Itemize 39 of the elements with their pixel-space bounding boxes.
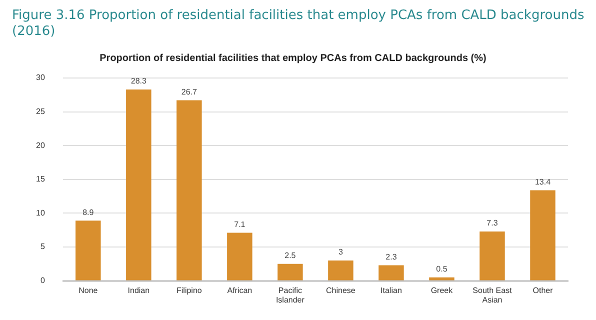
bar: [176, 100, 202, 280]
bar: [278, 264, 303, 280]
bar: [429, 277, 454, 280]
x-tick-label: Other: [532, 286, 554, 295]
bar: [378, 265, 404, 280]
data-label: 7.1: [234, 220, 246, 230]
x-tick-label: Chinese: [326, 286, 356, 295]
y-tick-label: 20: [36, 140, 46, 150]
y-tick-label: 30: [36, 73, 46, 82]
data-label: 28.3: [130, 76, 147, 86]
bar: [227, 232, 252, 280]
x-tick-label: None: [78, 286, 98, 295]
bar: [480, 231, 505, 280]
bar: [530, 190, 556, 280]
y-tick-label: 15: [36, 174, 46, 184]
x-tick-label: Greek: [430, 286, 454, 295]
data-label: 8.9: [82, 208, 94, 217]
x-tick-label: South East Asian: [472, 286, 513, 304]
y-tick-label: 5: [40, 242, 46, 252]
data-label: 26.7: [181, 88, 198, 97]
y-tick-label: 10: [36, 208, 46, 218]
data-label: 3: [338, 248, 344, 257]
x-tick-label: Pacific Islander: [276, 286, 305, 304]
bar: [126, 89, 152, 280]
data-label: 7.3: [486, 218, 498, 228]
data-label: 2.3: [386, 252, 398, 262]
y-tick-label: 0: [40, 276, 46, 286]
y-tick-label: 25: [36, 107, 46, 116]
chart-subtitle: Proportion of residential facilities that employ PCAs from CALD backgrounds (%): [100, 52, 486, 64]
x-tick-label: Italian: [380, 286, 402, 295]
data-label: 0.5: [436, 264, 448, 274]
chart-title: Figure 3.16 Proportion of residential facilities that employ PCAs from CALD backgrounds (2016): [11, 8, 586, 41]
x-tick-label: Indian: [128, 286, 150, 295]
data-label: 2.5: [284, 251, 296, 260]
bar: [328, 260, 354, 280]
x-tick-label: African: [227, 286, 252, 295]
x-tick-label: Filipino: [176, 286, 202, 295]
bar: [76, 220, 101, 280]
data-label: 13.4: [534, 177, 552, 186]
